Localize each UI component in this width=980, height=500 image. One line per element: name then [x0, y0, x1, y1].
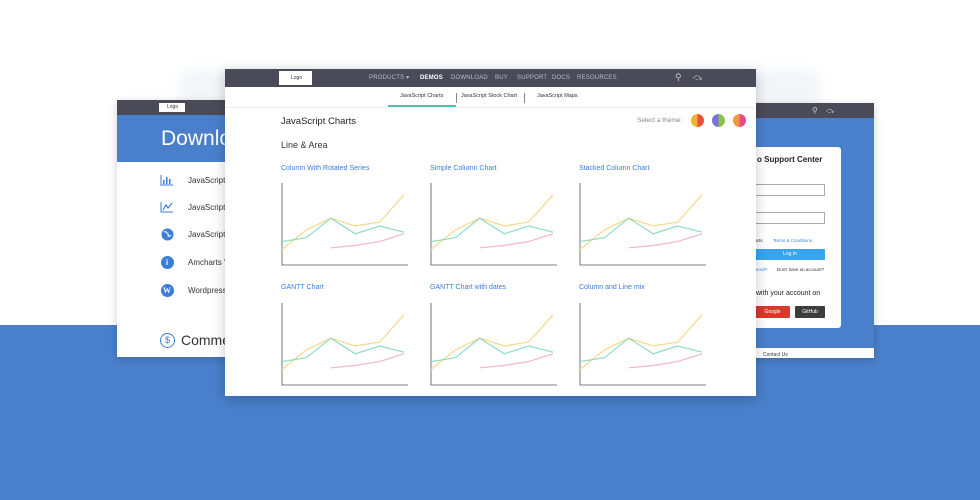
sign-in-with-label: with your account on — [756, 290, 821, 297]
chart-series-line-3 — [628, 353, 703, 369]
chart-thumbnail[interactable] — [429, 183, 557, 267]
share-icon[interactable]: ⤼ — [826, 106, 835, 115]
google-login-button[interactable]: Google — [755, 306, 790, 318]
nav-resources[interactable]: RESOURCES — [577, 75, 617, 81]
chart-card-title[interactable]: Stacked Column Chart — [579, 165, 650, 172]
chart-series-line-2 — [281, 337, 405, 363]
chart-series-line-2 — [579, 217, 703, 243]
support-center-title: o Support Center — [757, 155, 823, 164]
section-heading: Line & Area — [281, 140, 328, 150]
chart-axis — [430, 183, 557, 266]
nav-download[interactable]: DOWNLOAD — [451, 75, 488, 81]
bar-chart-icon — [160, 173, 174, 187]
contact-link[interactable]: Contact Us — [763, 352, 788, 358]
commercial-heading: $ Comme — [160, 332, 230, 348]
main-navbar: Logo PRODUCTS ▾ DEMOS DOWNLOAD BUY SUPPO… — [225, 69, 756, 87]
chart-series-line-3 — [628, 233, 703, 249]
page-title: JavaScript Charts — [281, 116, 356, 127]
chart-series-line-1 — [281, 194, 405, 250]
search-icon[interactable]: ⚲ — [812, 106, 818, 115]
download-item-label: JavaScript — [188, 202, 226, 212]
chart-thumbnail[interactable] — [280, 183, 408, 267]
chart-series-line-2 — [281, 217, 405, 243]
chart-card-title[interactable]: Column With Rotated Series — [281, 165, 370, 172]
chart-series-line-3 — [479, 233, 554, 249]
terms-link[interactable]: Terms & Conditions — [773, 238, 813, 243]
no-account-text[interactable]: Don't have an account? — [777, 267, 825, 272]
logo[interactable]: Logo — [159, 103, 185, 112]
chart-series-line-2 — [430, 217, 554, 243]
chart-series-line-3 — [479, 353, 554, 369]
nav-products[interactable]: PRODUCTS ▾ — [369, 75, 410, 81]
theme-option-1[interactable] — [691, 114, 704, 127]
chart-card-title[interactable]: Simple Column Chart — [430, 165, 497, 172]
tab-separator — [524, 93, 525, 103]
globe-icon — [160, 227, 174, 241]
chart-series-line-1 — [430, 314, 554, 370]
nav-docs[interactable]: DOCS — [552, 75, 571, 81]
demos-window: Logo PRODUCTS ▾ DEMOS DOWNLOAD BUY SUPPO… — [225, 69, 756, 396]
download-item-label: JavaScript — [188, 175, 226, 185]
download-item-wordpress[interactable]: W Wordpress — [160, 282, 227, 298]
chart-series-line-2 — [430, 337, 554, 363]
info-icon: i — [160, 255, 174, 269]
active-tab-indicator — [388, 105, 456, 107]
chart-series-line-1 — [430, 194, 554, 250]
download-item-label: JavaScript — [188, 229, 226, 239]
chart-thumbnail[interactable] — [429, 303, 557, 387]
remember-label: arts — [755, 238, 763, 243]
chart-thumbnail[interactable] — [578, 183, 706, 267]
chart-series-line-1 — [281, 314, 405, 370]
login-button[interactable]: Log In — [755, 249, 825, 260]
password-input[interactable] — [755, 212, 825, 224]
tab-separator — [456, 93, 457, 103]
theme-option-2[interactable] — [712, 114, 725, 127]
chart-axis — [281, 303, 408, 386]
nav-demos[interactable]: DEMOS — [420, 75, 444, 81]
chart-axis — [281, 183, 408, 266]
chart-card-title[interactable]: GANTT Chart with dates — [430, 284, 507, 291]
forgot-password-link[interactable]: word? — [755, 267, 768, 272]
chart-category-tabs — [225, 87, 756, 108]
username-input[interactable] — [755, 184, 825, 196]
chart-series-line-3 — [330, 353, 405, 369]
download-item-label: Wordpress — [188, 285, 227, 295]
chart-thumbnail[interactable] — [280, 303, 408, 387]
share-icon[interactable]: ⤼ — [693, 72, 703, 82]
chart-series-line-2 — [579, 337, 703, 363]
logo[interactable]: Logo — [279, 71, 312, 85]
commercial-label: Comme — [181, 332, 231, 348]
theme-label: Select a theme: — [637, 117, 683, 124]
tab-javascript-stock-chart[interactable]: JavaScript Stock Chart — [461, 93, 517, 99]
nav-buy[interactable]: BUY — [495, 75, 508, 81]
download-item-amcharts[interactable]: i Amcharts ' — [160, 254, 226, 270]
chart-series-line-3 — [330, 233, 405, 249]
chart-axis — [430, 303, 557, 386]
download-item-javascript-maps[interactable]: JavaScript — [160, 226, 225, 242]
support-footer — [660, 348, 874, 358]
download-item-javascript-stock[interactable]: JavaScript — [160, 199, 225, 215]
nav-support[interactable]: SUPPORT — [517, 75, 548, 81]
chart-card-title[interactable]: GANTT Chart — [281, 284, 324, 291]
theme-option-3[interactable] — [733, 114, 746, 127]
wordpress-icon: W — [160, 283, 174, 297]
chart-series-line-1 — [579, 314, 703, 370]
chart-axis — [579, 183, 706, 266]
search-icon[interactable]: ⚲ — [675, 72, 682, 82]
line-chart-icon — [160, 200, 174, 214]
dollar-icon: $ — [160, 332, 175, 348]
chart-thumbnail[interactable] — [578, 303, 706, 387]
download-item-javascript-charts[interactable]: JavaScript — [160, 172, 225, 188]
chart-axis — [579, 303, 706, 386]
chart-card-title[interactable]: Column and Line mix — [579, 284, 645, 291]
download-item-label: Amcharts ' — [188, 257, 226, 267]
github-login-button[interactable]: GitHub — [795, 306, 825, 318]
tab-javascript-maps[interactable]: JavaScript Maps — [537, 93, 578, 99]
chart-series-line-1 — [579, 194, 703, 250]
tab-javascript-charts[interactable]: JavaScript Charts — [400, 93, 444, 99]
